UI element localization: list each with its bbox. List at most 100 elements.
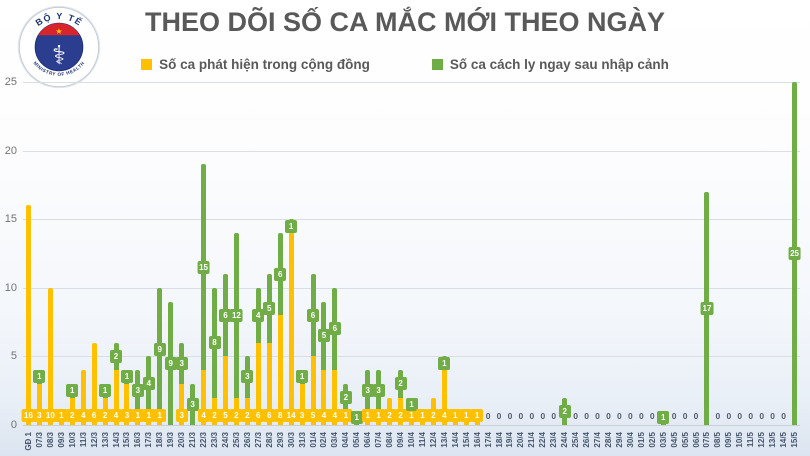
x-axis-label: 20/4 <box>516 432 526 448</box>
value-label-quarantine: 25 <box>788 247 801 260</box>
x-axis-label: 20/3 <box>177 432 187 448</box>
x-axis-label: 11/3 <box>78 432 88 448</box>
value-label-quarantine: 4 <box>252 308 265 322</box>
x-axis-label: 10/3 <box>67 432 77 448</box>
quarantine-swatch-icon <box>431 59 443 70</box>
value-label-community: 1 <box>142 409 155 422</box>
logo-caduceus-icon: ⚕ <box>52 41 66 71</box>
logo-red-band <box>38 23 80 36</box>
bar-segment-community <box>288 232 294 425</box>
value-label-quarantine: 3 <box>175 356 188 370</box>
value-label-community: 1 <box>339 409 352 422</box>
x-axis-label: 09/5 <box>724 432 734 448</box>
x-axis-label: 31/3 <box>297 432 307 448</box>
value-label-community: 2 <box>427 409 440 422</box>
bar-segment-community <box>80 370 86 425</box>
value-label-community: 6 <box>88 409 101 422</box>
value-label-community: 2 <box>99 409 112 422</box>
value-label-community: 5 <box>219 409 232 422</box>
gridline-y5 <box>23 356 800 358</box>
x-axis-label: 17/3 <box>144 432 154 448</box>
x-axis-label: 03/4 <box>330 432 340 448</box>
ministry-of-health-logo: ★ ⚕ BỘ Y TẾ MINISTRY OF HEALTH <box>17 5 101 89</box>
x-axis-label: 01/5 <box>636 432 646 448</box>
bar-segment-community <box>255 342 261 425</box>
value-label-community: 6 <box>263 409 276 422</box>
bar-segment-community <box>36 383 42 425</box>
value-label-community: 4 <box>328 409 341 422</box>
value-label-community: 3 <box>33 409 46 422</box>
zero-value-label: 0 <box>770 411 776 421</box>
bar-segment-community <box>47 287 53 425</box>
zero-value-label: 0 <box>737 411 743 421</box>
x-axis-label: 03/5 <box>658 432 668 448</box>
value-label-community: 4 <box>77 409 90 422</box>
value-label-community: 1 <box>449 409 462 422</box>
x-axis-label: 12/4 <box>428 432 438 448</box>
x-axis-label: 07/4 <box>374 432 384 448</box>
x-axis-label: 25/3 <box>231 432 241 448</box>
legend-item-quarantine: Số ca cách ly ngay sau nhập cảnh <box>431 57 669 72</box>
zero-value-label: 0 <box>617 411 622 421</box>
x-axis-label: 10/4 <box>407 432 416 448</box>
value-label-quarantine: 6 <box>274 267 287 281</box>
x-axis-label: 19/3 <box>166 432 176 448</box>
zero-value-label: 0 <box>726 411 732 421</box>
gridline-y10 <box>23 287 800 289</box>
x-axis-label: 08/5 <box>713 432 723 448</box>
bar-segment-community <box>113 370 119 425</box>
value-label-quarantine: 1 <box>120 370 133 384</box>
value-label-quarantine: 1 <box>285 219 298 233</box>
value-label-community: 1 <box>372 409 385 422</box>
x-axis-label: 13/5 <box>768 432 778 448</box>
value-label-community: 8 <box>274 409 287 422</box>
value-label-quarantine: 3 <box>361 384 374 398</box>
zero-value-label: 0 <box>540 411 546 421</box>
x-axis-label: 18/3 <box>155 432 165 448</box>
bar-segment-community <box>321 370 327 425</box>
value-label-quarantine: 5 <box>263 301 276 315</box>
x-axis-label: 09/4 <box>396 432 406 448</box>
value-label-quarantine: 3 <box>186 397 199 411</box>
value-label-community: 3 <box>120 409 133 422</box>
logo-star-icon: ★ <box>55 27 62 36</box>
value-label-community: 1 <box>405 409 418 422</box>
x-axis-label: 23/4 <box>549 432 559 448</box>
community-swatch-icon <box>141 59 153 70</box>
x-axis-label: 22/3 <box>199 432 209 448</box>
value-label-quarantine: 15 <box>197 260 211 274</box>
value-label-community: 4 <box>197 409 210 422</box>
x-axis-label: 06/4 <box>363 432 373 448</box>
zero-value-label: 0 <box>671 411 677 421</box>
x-axis-label: 30/4 <box>625 432 635 448</box>
chart-title: THEO DÕI SỐ CA MẮC MỚI THEO NGÀY <box>144 7 666 37</box>
value-label-community: 1 <box>131 409 144 422</box>
value-label-quarantine: 3 <box>131 384 144 398</box>
x-axis-label: 28/4 <box>603 432 613 448</box>
value-label-quarantine: 2 <box>339 391 352 405</box>
x-axis-label: 12/3 <box>89 432 99 448</box>
zero-value-label: 0 <box>638 411 644 421</box>
value-label-quarantine: 12 <box>229 308 243 322</box>
x-axis-label: 30/3 <box>286 432 296 448</box>
x-axis-label: 04/5 <box>669 432 679 448</box>
value-label-community: 1 <box>55 409 68 422</box>
zero-value-label: 0 <box>682 411 688 421</box>
x-axis-label: 13/3 <box>100 432 110 448</box>
x-axis-label: 21/4 <box>527 432 537 448</box>
zero-value-label: 0 <box>518 411 524 421</box>
bar-segment-community <box>266 342 272 425</box>
bar-segment-community <box>124 383 130 425</box>
x-axis-label: 02/5 <box>647 432 657 448</box>
x-axis-label: 09/3 <box>56 432 66 448</box>
zero-value-label: 0 <box>496 411 502 421</box>
value-label-community: 2 <box>241 409 254 422</box>
bar-segment-community <box>201 370 207 425</box>
zero-value-label: 0 <box>715 411 721 421</box>
x-axis-label: 07/5 <box>702 432 712 448</box>
value-label-community: 4 <box>110 409 123 422</box>
value-label-quarantine: 1 <box>33 370 46 384</box>
legend-item-community: Số ca phát hiện trong cộng đồng <box>141 57 370 72</box>
zero-value-label: 0 <box>573 411 579 421</box>
y-axis-label: 20 <box>4 144 17 157</box>
